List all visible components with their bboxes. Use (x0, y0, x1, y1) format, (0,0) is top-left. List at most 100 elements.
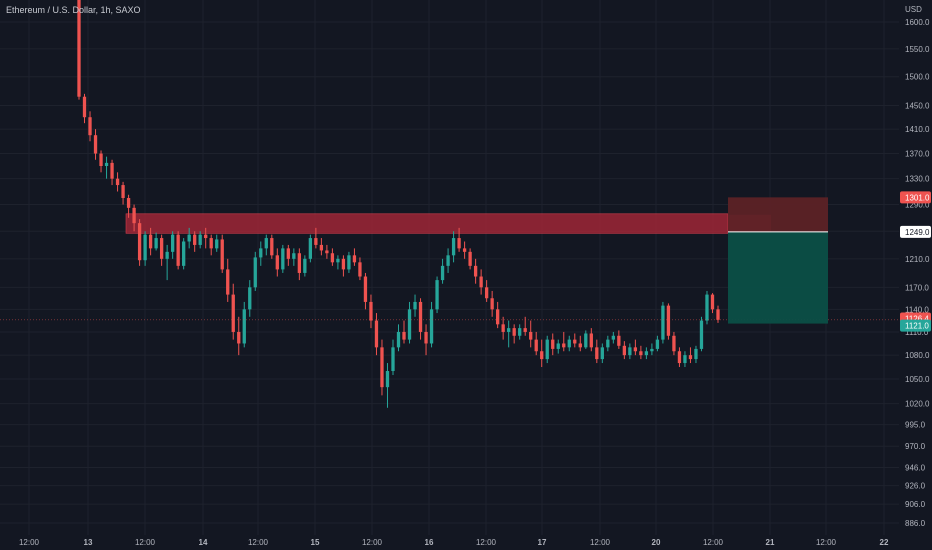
candle (611, 331, 615, 344)
candle-body (688, 355, 693, 360)
candle-body (716, 309, 720, 320)
take-profit-box[interactable] (728, 231, 828, 324)
candle (226, 258, 230, 302)
candle (170, 231, 175, 259)
candle (606, 335, 610, 352)
time-tick-label: 12:00 (703, 538, 724, 547)
candle-body (556, 343, 560, 349)
candle-body (231, 294, 235, 332)
candle (677, 347, 682, 368)
candle-body (209, 238, 213, 249)
candle (363, 272, 368, 310)
candle (154, 232, 158, 251)
candle-body (479, 276, 483, 288)
candle-body (292, 253, 296, 259)
candle-body (694, 348, 698, 360)
supply-zone[interactable] (125, 213, 729, 234)
candle-body (666, 305, 671, 336)
candle-body (82, 96, 87, 118)
candle-body (104, 162, 109, 167)
price-tick-label: 1330.0 (905, 175, 930, 184)
candle (578, 335, 582, 352)
candle-body (672, 335, 676, 352)
candle-body (611, 335, 615, 340)
time-tick-label: 12:00 (476, 538, 497, 547)
candle-body (622, 345, 627, 356)
candle (325, 244, 329, 259)
candle-body (473, 265, 478, 277)
candle (193, 231, 197, 252)
candle-body (578, 343, 582, 348)
candle-body (391, 347, 395, 372)
candle-body (551, 339, 555, 349)
price-tick-label: 906.0 (905, 500, 926, 509)
candle-body (347, 255, 351, 270)
candle (562, 331, 566, 352)
candle-body (650, 348, 654, 352)
candle-body (451, 238, 456, 256)
candle (270, 234, 274, 259)
candle-body (358, 262, 362, 277)
price-label-entry: 1249.0 (900, 225, 931, 238)
price-tick-label: 1210.0 (905, 255, 930, 264)
candle-body (435, 280, 439, 310)
price-tick-label: 1500.0 (905, 73, 930, 82)
candle-body (710, 294, 715, 310)
candle-body (462, 248, 467, 252)
candle (644, 347, 649, 360)
short-position-tool[interactable] (728, 197, 828, 324)
price-label-target: 1121.0 (900, 319, 931, 332)
candle-body (374, 320, 379, 348)
candle-body (281, 248, 285, 270)
candle-body (484, 287, 489, 299)
candle-body (468, 251, 472, 266)
candle-body (297, 253, 301, 273)
candle-body (170, 234, 175, 252)
candle (242, 301, 246, 348)
price-tick-label: 1140.0 (905, 305, 929, 314)
candle (512, 324, 516, 344)
time-axis[interactable]: 12:00 13 12:00 14 12:00 15 12:00 16 12:00 17 12:00… (19, 538, 889, 547)
price-axis[interactable]: 1600.0 1550.0 1500.0 1450.0 1410.0 1370.0 1330… (905, 18, 930, 528)
candle (490, 290, 494, 317)
price-tick-label: 946.0 (905, 463, 926, 472)
candle (303, 255, 307, 277)
candle (589, 328, 593, 352)
candle-body (264, 238, 268, 249)
candle-body (198, 234, 202, 245)
candle-body (407, 309, 412, 340)
candle (435, 276, 439, 314)
candle-body (132, 207, 136, 224)
candle (297, 248, 301, 281)
price-tick-label: 1370.0 (905, 150, 930, 159)
candle (314, 227, 318, 249)
time-tick-label: 12:00 (19, 538, 40, 547)
candle-body (529, 331, 533, 340)
candle-body (242, 309, 246, 344)
candle-body (380, 347, 384, 388)
stop-loss-box[interactable] (728, 197, 828, 232)
candle (237, 316, 241, 356)
candle-body (137, 223, 142, 261)
candle-body (319, 244, 324, 251)
candle (220, 234, 224, 273)
candle (694, 345, 698, 364)
price-tick-label: 886.0 (905, 519, 926, 528)
candle (507, 320, 511, 348)
candle-body (424, 331, 428, 344)
candle-body (418, 301, 423, 332)
candle (462, 241, 467, 259)
candle-body (126, 198, 131, 208)
time-tick-label: 17 (538, 538, 547, 547)
candle (126, 194, 131, 218)
price-tick-label: 970.0 (905, 442, 926, 451)
candle-body (512, 328, 516, 336)
candle (501, 316, 505, 340)
candle (545, 335, 549, 364)
time-tick-label: 22 (880, 538, 889, 547)
candle-body (259, 248, 263, 258)
candle-body (628, 347, 632, 356)
candle (666, 303, 671, 340)
candle-body (595, 347, 599, 360)
